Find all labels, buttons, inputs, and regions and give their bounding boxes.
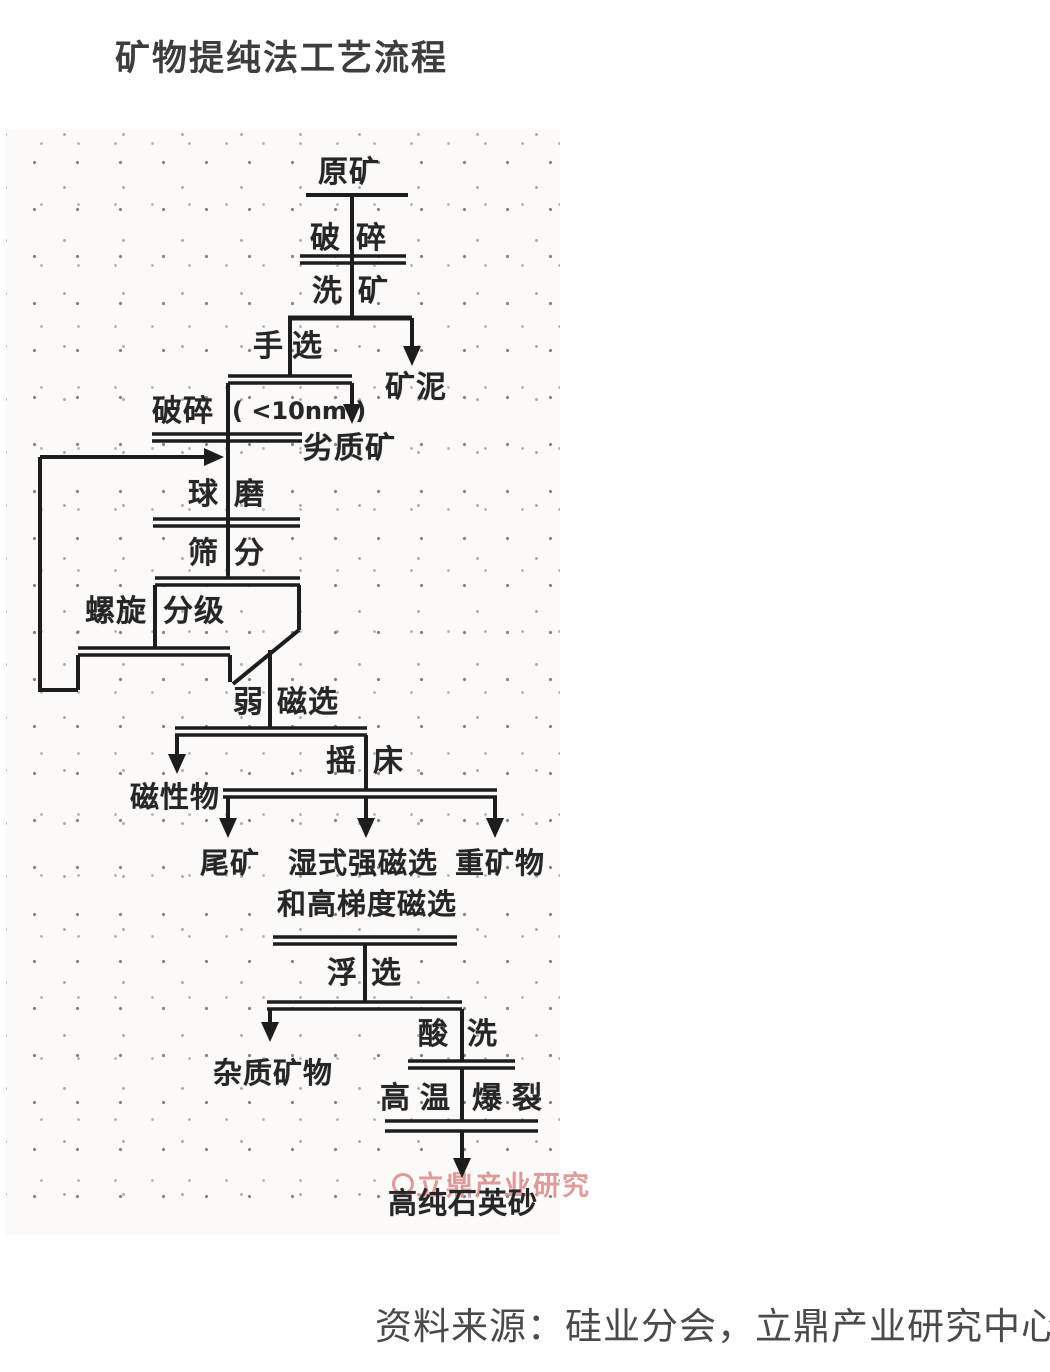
node-heavy-minerals: 重矿物 xyxy=(455,846,546,880)
node-wet-magnetic-line1: 湿式强磁选 xyxy=(288,846,439,880)
node-weak-magnetic-right: 磁选 xyxy=(277,685,339,720)
node-hand-sorting-left: 手 xyxy=(253,329,284,364)
node-tailings: 尾矿 xyxy=(200,846,261,880)
source-line: 资料来源：硅业分会，立鼎产业研究中心 xyxy=(375,1305,1050,1348)
node-washing-right: 矿 xyxy=(358,274,389,309)
node-raw-ore: 原矿 xyxy=(318,155,380,190)
node-weak-magnetic: 弱 磁选 xyxy=(233,687,339,719)
node-shaking-table-right: 床 xyxy=(373,744,404,779)
watermark: 立鼎产业研究 xyxy=(392,1164,591,1203)
node-weak-magnetic-left: 弱 xyxy=(233,685,264,720)
node-washing-left: 洗 xyxy=(312,274,343,309)
node-magnetic-matter: 磁性物 xyxy=(130,780,221,814)
node-flotation-left: 浮 xyxy=(327,956,358,991)
node-screening: 筛 分 xyxy=(188,538,265,570)
node-flotation: 浮 选 xyxy=(327,958,402,990)
watermark-text: 立鼎产业研究 xyxy=(417,1171,591,1202)
node-hand-sorting: 手 选 xyxy=(253,331,323,363)
node-hand-sorting-right: 选 xyxy=(292,329,323,364)
node-impurity-minerals: 杂质矿物 xyxy=(213,1056,334,1090)
node-thermal-cracking: 高温 爆裂 xyxy=(380,1083,552,1115)
node-acid-washing: 酸 洗 xyxy=(418,1019,498,1051)
node-thermal-cracking-left: 高温 xyxy=(380,1081,460,1116)
node-crushing-fine: 破碎 xyxy=(152,394,214,429)
node-screening-right: 分 xyxy=(234,536,265,571)
node-crushing: 破 碎 xyxy=(310,223,387,255)
node-spiral: 螺旋 xyxy=(85,594,147,629)
node-size-note: ( <10nm ) xyxy=(232,397,367,425)
node-shaking-table-left: 摇 xyxy=(326,744,357,779)
node-classifying: 分级 xyxy=(163,594,225,629)
node-shaking-table: 摇 床 xyxy=(326,746,404,778)
node-quartz-sand: 高纯石英砂 xyxy=(388,1186,539,1220)
node-crushing-right: 碎 xyxy=(356,221,387,256)
node-screening-left: 筛 xyxy=(188,536,219,571)
node-ore-slime: 矿泥 xyxy=(385,370,447,405)
node-acid-washing-left: 酸 xyxy=(418,1017,449,1052)
node-washing: 洗 矿 xyxy=(312,276,389,308)
page-title: 矿物提纯法工艺流程 xyxy=(115,39,449,79)
node-inferior-ore: 劣质矿 xyxy=(303,431,396,466)
node-ball-milling: 球 磨 xyxy=(188,479,265,511)
node-ball-milling-right: 磨 xyxy=(234,477,265,512)
node-flotation-right: 选 xyxy=(371,956,402,991)
node-crushing-left: 破 xyxy=(310,221,341,256)
watermark-logo-icon xyxy=(392,1172,414,1195)
node-ball-milling-left: 球 xyxy=(188,477,219,512)
node-thermal-cracking-right: 爆裂 xyxy=(472,1081,552,1116)
node-acid-washing-right: 洗 xyxy=(467,1017,498,1052)
node-wet-magnetic-line2: 和高梯度磁选 xyxy=(277,887,458,921)
